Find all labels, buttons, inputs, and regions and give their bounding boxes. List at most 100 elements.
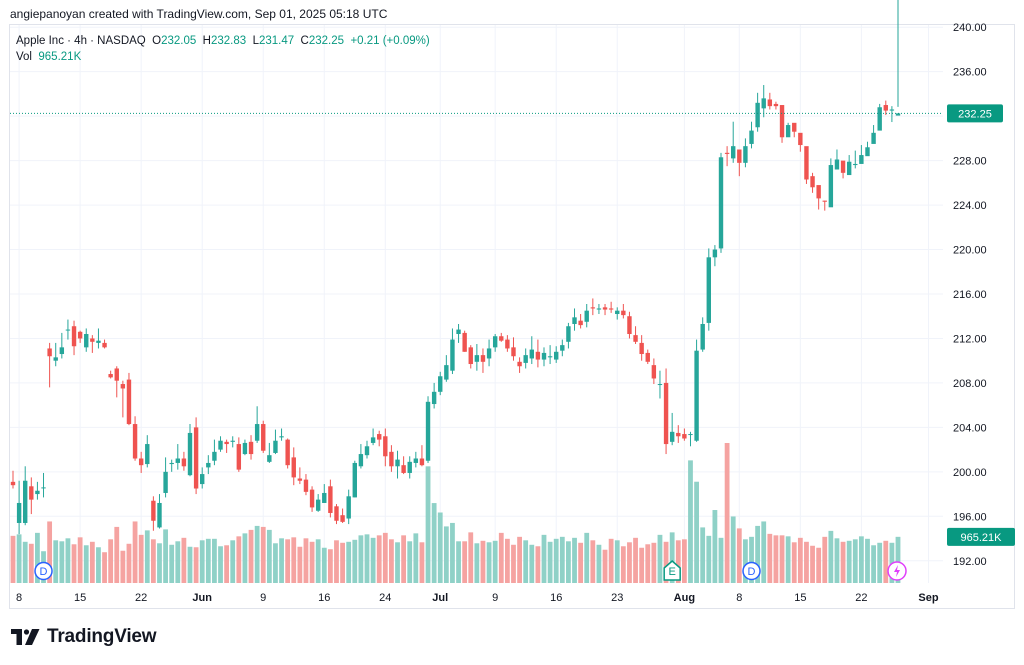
candle-body — [846, 161, 852, 176]
volume-bar — [749, 536, 754, 583]
candle-body — [352, 462, 357, 498]
chart-legend: Apple Inc · 4h · NASDAQ O232.05 H232.83 … — [16, 33, 430, 65]
time-axis-tick-label: 16 — [318, 592, 330, 604]
volume-bar — [419, 542, 425, 583]
price-axis-tick-label: 240.00 — [953, 22, 987, 34]
volume-bar — [443, 526, 449, 583]
time-axis-tick-label: 23 — [611, 592, 623, 604]
tradingview-logo[interactable]: TradingView — [11, 626, 157, 648]
candle-body — [41, 487, 46, 489]
candle-body — [853, 163, 858, 166]
price-axis-tick-label: 192.00 — [953, 556, 987, 568]
volume-bar — [877, 542, 883, 583]
candle-body — [578, 320, 583, 326]
candle-body — [157, 502, 162, 528]
candle-body — [236, 444, 242, 470]
price-axis-tick-label: 196.00 — [953, 511, 987, 523]
candle-body — [132, 424, 138, 459]
legend-high-value: 232.83 — [210, 35, 247, 47]
volume-bar — [620, 546, 626, 583]
candle-body — [724, 152, 730, 154]
candle-body — [688, 434, 693, 436]
legend-high-label: H — [202, 35, 211, 47]
volume-bar — [205, 538, 211, 583]
candle-body — [358, 454, 364, 467]
candle-body — [529, 349, 534, 359]
legend-volume-value: 965.21K — [38, 51, 82, 63]
volume-bar — [279, 538, 284, 583]
candle-body — [554, 351, 559, 360]
price-axis-tick-label: 212.00 — [953, 333, 987, 345]
candle-body — [572, 317, 577, 325]
candle-body — [889, 109, 895, 111]
candle-body — [102, 342, 107, 348]
volume-bar — [334, 540, 339, 583]
candle-body — [224, 441, 229, 445]
volume-bar — [535, 546, 541, 583]
candle-body — [657, 384, 663, 386]
candle-body — [779, 105, 785, 138]
candle-body — [59, 347, 65, 355]
candle-body — [676, 432, 681, 437]
candle-body — [871, 132, 876, 144]
candle-body — [383, 436, 388, 457]
volume-bar — [364, 534, 370, 583]
candle-body — [444, 365, 449, 380]
volume-bar — [791, 542, 797, 583]
volume-bar — [724, 443, 730, 583]
candle-body — [84, 334, 89, 348]
candle-body — [273, 440, 278, 453]
time-axis-tick-label: 22 — [135, 592, 147, 604]
candle-body — [810, 176, 815, 188]
volume-bar — [138, 534, 144, 583]
volume-bar — [486, 542, 492, 583]
candlestick-chart[interactable]: 192.00 196.00 200.00 204.00 208.00 212.00 216.… — [0, 0, 1024, 620]
legend-open-value: 232.05 — [161, 35, 197, 47]
volume-bar — [657, 534, 663, 583]
volume-bar — [810, 545, 815, 583]
volume-bar — [572, 537, 577, 583]
volume-bar — [340, 542, 345, 583]
volume-bar — [779, 535, 785, 583]
candle-body — [291, 457, 296, 478]
volume-bar — [407, 541, 413, 583]
last-price-badge — [947, 104, 1003, 123]
candle-body — [663, 382, 669, 445]
volume-bar — [553, 538, 559, 583]
volume-bar — [193, 547, 199, 583]
candle-body — [859, 155, 864, 164]
volume-bar — [248, 529, 254, 583]
candle-body — [285, 439, 290, 466]
candle-body — [254, 424, 260, 441]
volume-bar — [218, 546, 223, 583]
candle-body — [828, 165, 834, 208]
candle-body — [163, 471, 168, 493]
volume-bar — [492, 540, 498, 583]
candle-body — [499, 336, 504, 341]
volume-bar — [688, 460, 693, 583]
volume-bar — [65, 538, 71, 583]
candle-body — [596, 308, 602, 310]
volume-bar — [77, 537, 83, 583]
volume-bar — [858, 536, 864, 583]
volume-bar — [474, 543, 480, 583]
time-axis-tick-label: 15 — [794, 592, 806, 604]
volume-bar — [303, 538, 309, 583]
candle-body — [767, 99, 773, 107]
price-axis-tick-label: 208.00 — [953, 378, 987, 390]
candle-body — [511, 347, 516, 357]
candle-body — [792, 122, 797, 132]
candle-body — [840, 160, 846, 173]
candle-body — [370, 437, 376, 443]
candle-body — [492, 336, 498, 348]
volume-bar — [163, 529, 168, 583]
volume-bar — [895, 536, 901, 583]
candle-body — [29, 486, 34, 500]
volume-bars — [10, 443, 901, 583]
candle-body — [413, 458, 419, 463]
candle-body — [761, 98, 766, 109]
chart-credit: angiepanoyan created with TradingView.co… — [10, 7, 388, 21]
dividend-event-icon — [742, 561, 761, 581]
volume-bar — [498, 532, 504, 583]
candle-body — [334, 506, 339, 521]
